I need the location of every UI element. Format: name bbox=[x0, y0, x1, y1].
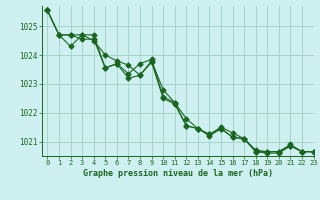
X-axis label: Graphe pression niveau de la mer (hPa): Graphe pression niveau de la mer (hPa) bbox=[83, 169, 273, 178]
